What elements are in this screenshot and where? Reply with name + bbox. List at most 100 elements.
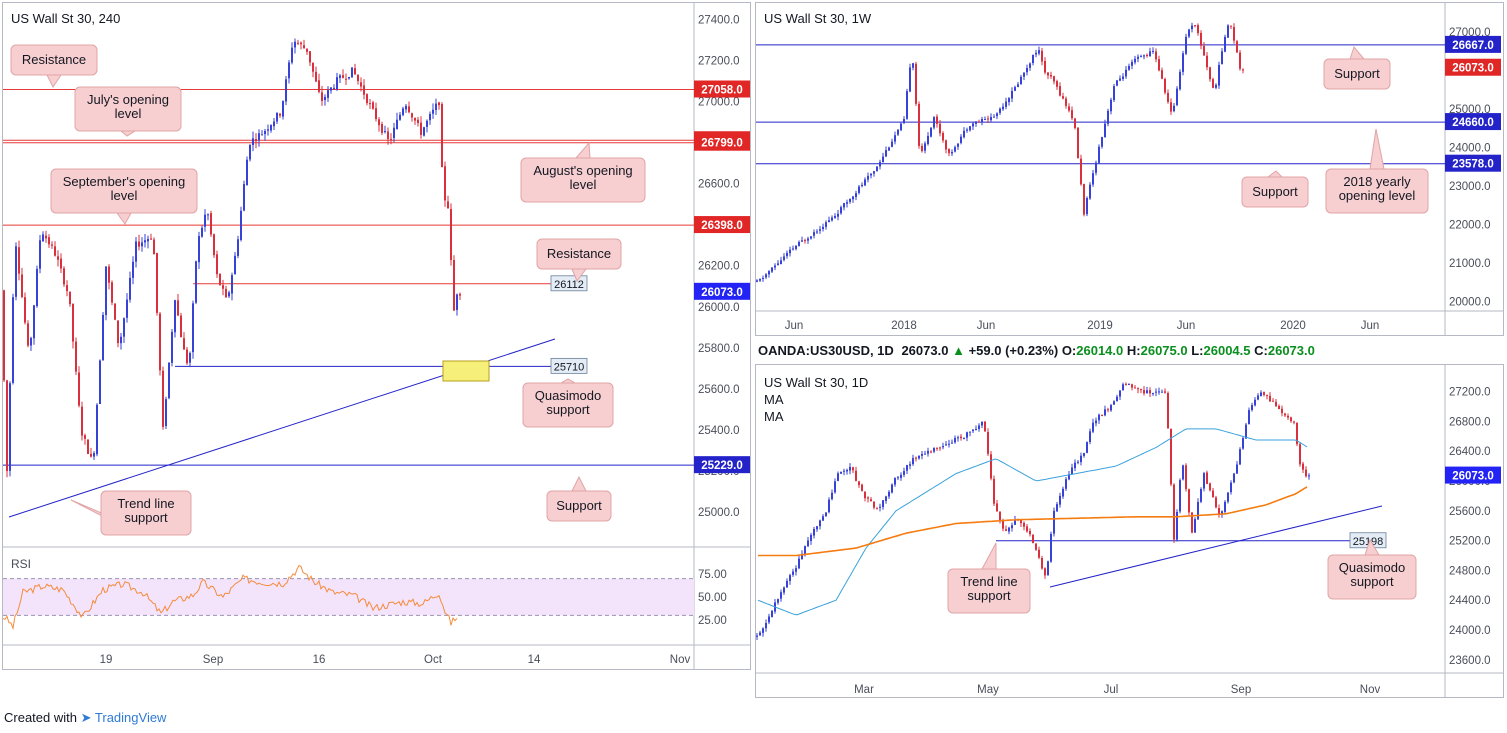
candle-1d-candle (885, 496, 887, 501)
candle-1d-candle (1221, 511, 1223, 515)
legend-ma-1: MA (764, 392, 784, 407)
candle-1w-candle (1176, 88, 1178, 106)
candle-1d-candle (1038, 549, 1040, 558)
candle-1w-candle (825, 222, 827, 227)
candle-1w-candle (1089, 184, 1091, 199)
candle-1d-candle (1266, 394, 1268, 396)
candle-4h-candle (336, 77, 338, 90)
candle-1d-candle (1077, 461, 1079, 463)
callout-support-1-line-0: Support (1334, 66, 1380, 81)
candle-1w-candle (1146, 54, 1148, 57)
chart-4h-y-tick: 25000.0 (698, 507, 740, 519)
chart-1d-y-tick: 27200.0 (1449, 387, 1491, 399)
rsi-label: RSI (11, 557, 31, 571)
candle-4h-candle (312, 62, 314, 72)
candle-1w-candle (1203, 45, 1205, 56)
candle-1w-candle (768, 271, 770, 275)
candle-1w-candle (957, 143, 959, 147)
candle-1d-candle (1170, 428, 1172, 485)
candle-1d-candle (1260, 392, 1262, 397)
candle-4h-candle (138, 241, 140, 247)
candle-1d-candle (1110, 405, 1112, 411)
callout-trend-line-line-1: support (124, 510, 168, 525)
candle-1d-candle (798, 558, 800, 569)
candle-1w-candle (795, 245, 797, 249)
ohlc-legend: OANDA:US30USD, 1D 26073.0 ▲ +59.0 (+0.23… (758, 343, 1315, 358)
candle-1d-candle (1293, 421, 1295, 423)
candle-1d-candle (1113, 401, 1115, 405)
candle-4h-candle (450, 209, 452, 260)
candle-1d-candle (984, 421, 986, 432)
callout-support-1-box (1323, 58, 1391, 90)
candle-1d-candle (1281, 408, 1283, 414)
candle-1w-candle (1077, 127, 1079, 159)
candle-1w-candle (1188, 29, 1190, 37)
candle-1w-candle (1194, 25, 1196, 27)
level-tag-25710: 25710 (554, 361, 585, 373)
candle-1d-candle (1116, 396, 1118, 401)
candle-4h-candle (438, 102, 440, 106)
chart-4h-y-tick: 25800.0 (698, 343, 740, 355)
chart-1w[interactable]: 27000.026000.025000.024000.023000.022000… (756, 3, 1503, 335)
candle-1d-candle (1176, 512, 1178, 540)
candle-1d-candle (1131, 384, 1133, 388)
candle-1w-candle (891, 141, 893, 147)
chart-1w-x-tick: Jun (1361, 320, 1380, 332)
candle-1d-candle (1053, 510, 1055, 534)
chart-1d-y-tick: 25600.0 (1449, 506, 1491, 518)
candle-1d-candle (1152, 393, 1154, 395)
candle-1w-candle (987, 118, 989, 120)
candle-1w-candle (1056, 81, 1058, 87)
candle-4h-candle (198, 236, 200, 263)
candle-1d-candle (972, 429, 974, 432)
candle-1w-candle (1044, 60, 1046, 73)
callout-quasimodo-box (522, 382, 614, 428)
candle-4h-candle (315, 71, 317, 82)
candle-4h-candle (228, 292, 230, 297)
candle-1w-candle (1017, 84, 1019, 87)
candle-1w-candle (861, 184, 863, 187)
rsi-y-tick: 50.00 (698, 592, 727, 604)
chart-4h[interactable]: 27400.027200.027000.026600.026400.026200… (3, 3, 750, 669)
candle-1d-candle (981, 421, 983, 426)
candle-1w-candle (1143, 55, 1145, 57)
callout-august-open-line-1: level (570, 177, 597, 192)
candle-1w-candle (1200, 32, 1202, 46)
footer-credit: Created with ➤ TradingView (4, 710, 166, 726)
candle-1d-candle (1023, 522, 1025, 527)
candle-4h-candle (285, 79, 287, 102)
candle-4h-candle (231, 275, 233, 294)
trend-line (1049, 505, 1383, 588)
candle-1w-candle (936, 116, 938, 124)
candle-4h-candle (252, 138, 254, 146)
chart-1d[interactable]: 27200.026800.026400.026000.025600.025200… (756, 365, 1503, 697)
chart-1w-title: US Wall St 30, 1W (764, 11, 872, 26)
candle-1d-candle (762, 628, 764, 633)
candle-4h-candle (396, 119, 398, 129)
candle-1d-candle (870, 499, 872, 502)
callout-resistance-1-box (10, 44, 98, 76)
candle-4h-candle (189, 353, 191, 363)
candle-1d-candle (834, 481, 836, 493)
level-tag-26667: 26667.0 (1452, 40, 1494, 52)
candle-1d-candle (1296, 422, 1298, 445)
candle-1w-candle (921, 145, 923, 152)
callout-sept-open-line-1: level (111, 188, 138, 203)
candle-4h-candle (57, 256, 59, 260)
candle-1w-candle (864, 179, 866, 186)
candle-4h-candle (99, 360, 101, 405)
callout-trend-line-box (100, 490, 192, 536)
chart-1w-x-tick: 2020 (1280, 320, 1306, 332)
candle-4h-candle (60, 258, 62, 269)
candle-1w-candle (1224, 36, 1226, 52)
candle-1w-candle (882, 156, 884, 163)
footer-brand[interactable]: TradingView (94, 710, 167, 725)
candle-4h-candle (279, 113, 281, 116)
ohlc-symbol: OANDA:US30USD, 1D (758, 343, 894, 358)
candle-1w-candle (1158, 59, 1160, 71)
candle-1w-candle (927, 135, 929, 144)
candle-4h-candle (225, 288, 227, 298)
chart-4h-y-tick: 27400.0 (698, 14, 740, 26)
candle-4h-candle (183, 338, 185, 350)
candle-4h-candle (33, 305, 35, 339)
